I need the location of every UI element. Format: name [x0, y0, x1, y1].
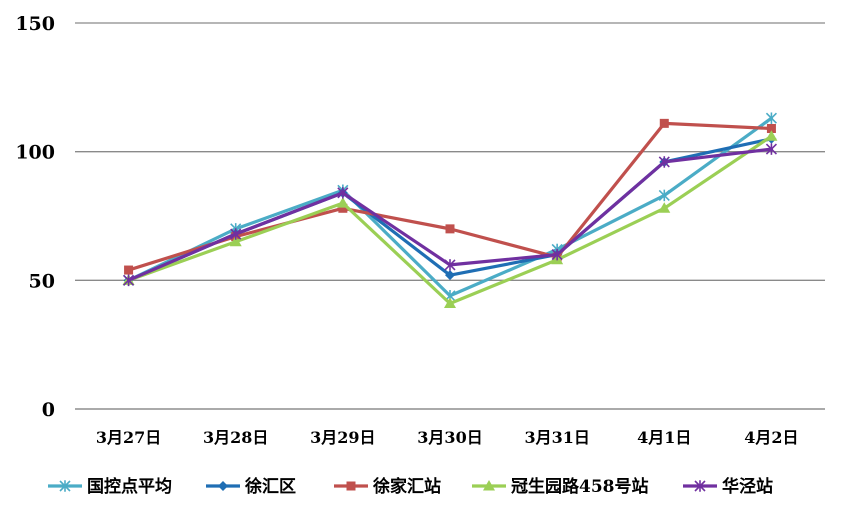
legend-label: 徐汇区: [244, 476, 296, 497]
data-point-star: [123, 274, 135, 287]
data-point-triangle: [444, 297, 456, 308]
data-point-triangle: [336, 197, 349, 208]
legend-label: 国控点平均: [87, 476, 172, 497]
data-point-square: [659, 118, 669, 128]
y-axis-tick-labels: 0 50 100 150: [15, 13, 55, 421]
data-point-square: [338, 203, 348, 213]
series-3: [124, 118, 776, 275]
legend-label: 徐家汇站: [372, 476, 441, 497]
x-tick-label: 4月2日: [744, 428, 798, 447]
data-point-star: [765, 112, 777, 124]
x-tick-label: 3月29日: [310, 428, 375, 447]
data-point-triangle: [658, 202, 671, 213]
legend-item: 徐家汇站: [334, 476, 441, 497]
x-tick-label: 3月30日: [417, 428, 482, 447]
x-tick-label: 3月31日: [524, 428, 589, 447]
data-point-square: [346, 481, 356, 491]
series-4: [122, 130, 778, 308]
data-point-star: [765, 143, 777, 155]
data-point-triangle: [229, 235, 242, 247]
data-point-square: [766, 124, 776, 134]
data-point-diamond: [218, 481, 228, 491]
data-point-star: [444, 259, 456, 271]
x-tick-label: 4月1日: [637, 428, 691, 447]
y-tick-label: 150: [15, 13, 55, 35]
legend: 国控点平均 徐汇区 徐家汇站 冠生园路458号站 华泾站: [48, 476, 773, 497]
legend-label: 华泾站: [722, 476, 773, 497]
data-point-star: [658, 189, 670, 202]
data-point-star: [658, 156, 670, 168]
y-tick-label: 0: [42, 399, 55, 421]
data-point-square: [445, 224, 455, 234]
data-point-star: [337, 187, 349, 199]
legend-item: 徐汇区: [206, 476, 296, 497]
data-point-star: [551, 248, 563, 261]
series-5: [123, 143, 777, 287]
data-point-star: [59, 480, 71, 492]
x-tick-label: 3月28日: [203, 428, 268, 447]
data-point-square: [124, 265, 134, 275]
data-point-diamond: [445, 270, 455, 281]
y-tick-label: 50: [29, 270, 55, 292]
legend-label: 冠生园路458号站: [511, 476, 649, 497]
data-point-triangle: [765, 130, 778, 141]
data-point-triangle: [483, 480, 495, 491]
legend-item: 国控点平均: [48, 476, 172, 497]
y-tick-label: 100: [15, 142, 55, 164]
x-axis-tick-labels: 3月27日 3月28日 3月29日 3月30日 3月31日 4月1日 4月2日: [96, 428, 799, 447]
legend-item: 华泾站: [683, 476, 773, 497]
x-tick-label: 3月27日: [96, 428, 161, 447]
grid-lines: [75, 22, 825, 410]
data-point-star: [230, 228, 242, 240]
data-point-star: [694, 480, 706, 492]
series-line: [126, 121, 774, 272]
series-lines: [122, 112, 778, 308]
legend-item: 冠生园路458号站: [472, 476, 649, 497]
